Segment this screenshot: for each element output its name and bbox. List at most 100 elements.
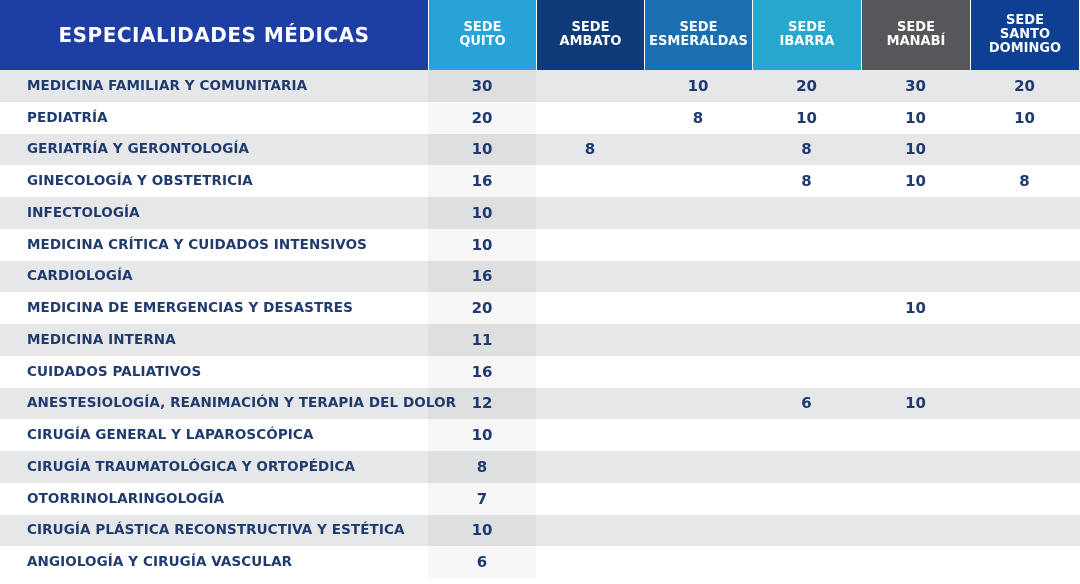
vacancy-count: 8	[428, 451, 536, 483]
table-row: MEDICINA FAMILIAR Y COMUNITARIA 30 10 20 30 2…	[0, 70, 1080, 102]
vacancy-count: 8	[1019, 172, 1030, 191]
vacancy-count	[644, 451, 752, 483]
vacancy-count	[536, 515, 644, 547]
vacancy-count: 20	[428, 292, 536, 324]
table-row: MEDICINA CRÍTICA Y CUIDADOS INTENSIVOS 10	[0, 228, 1080, 261]
specialty-name: OTORRINOLARINGOLOGÍA	[27, 490, 225, 507]
vacancy-count	[752, 451, 861, 483]
vacancy-count: 6	[801, 394, 812, 413]
vacancy-count	[752, 324, 861, 356]
table-row: INFECTOLOGÍA 10	[0, 197, 1080, 229]
sede-manabi-label: SEDE MANABÍ	[886, 20, 946, 49]
vacancy-count: 20	[796, 76, 817, 95]
vacancy-count: 12	[428, 388, 536, 420]
vacancy-count	[644, 229, 752, 261]
vacancy-count: 8	[692, 108, 704, 127]
vacancy-count	[644, 292, 752, 324]
specialty-name: CIRUGÍA GENERAL Y LAPAROSCÓPICA	[27, 427, 314, 444]
vacancy-count	[752, 197, 861, 229]
sede-esmeraldas-label: SEDE ESMERALDAS	[649, 20, 748, 49]
table-row: GINECOLOGÍA Y OBSTETRICIA 16 8 10 8	[0, 165, 1080, 197]
vacancy-count: 7	[428, 483, 536, 515]
specialty-name: INFECTOLOGÍA	[27, 204, 140, 221]
header-sede-ambato: SEDE AMBATO	[536, 0, 644, 70]
vacancy-count	[861, 546, 970, 578]
vacancy-count: 10	[905, 108, 926, 127]
vacancy-count	[861, 356, 970, 388]
vacancy-count	[536, 419, 644, 451]
vacancy-count	[861, 229, 970, 261]
header-sede-santo-domingo: SEDE SANTO DOMINGO	[970, 0, 1079, 70]
vacancy-count	[536, 165, 644, 197]
vacancy-count	[644, 356, 752, 388]
specialty-name: MEDICINA CRÍTICA Y CUIDADOS INTENSIVOS	[27, 236, 368, 253]
vacancy-count: 10	[428, 229, 536, 261]
sede-ibarra-label: SEDE IBARRA	[779, 20, 835, 49]
table-body: MEDICINA FAMILIAR Y COMUNITARIA 30 10 20 30 2…	[0, 70, 1080, 578]
vacancy-count: 30	[905, 76, 926, 95]
vacancy-count: 20	[428, 102, 536, 134]
vacancy-count	[861, 261, 970, 293]
vacancy-count	[970, 229, 1079, 261]
vacancy-count	[861, 515, 970, 547]
vacancy-count	[861, 419, 970, 451]
vacancy-count	[752, 546, 861, 578]
vacancy-count	[970, 261, 1079, 293]
vacancy-count	[644, 483, 752, 515]
vacancy-count: 16	[428, 261, 536, 293]
specialty-name: ANGIOLOGÍA Y CIRUGÍA VASCULAR	[27, 554, 293, 571]
vacancy-count: 10	[428, 515, 536, 547]
header-sede-esmeraldas: SEDE ESMERALDAS	[644, 0, 752, 70]
vacancy-count: 16	[428, 165, 536, 197]
vacancy-count	[970, 197, 1079, 229]
vacancy-count: 10	[796, 108, 817, 127]
sede-quito-label: SEDE QUITO	[459, 20, 506, 49]
vacancy-count	[536, 546, 644, 578]
vacancy-count	[752, 356, 861, 388]
header-sede-ibarra: SEDE IBARRA	[752, 0, 861, 70]
vacancy-count	[536, 261, 644, 293]
vacancy-count	[970, 483, 1079, 515]
vacancy-count: 10	[428, 134, 536, 166]
table-row: CIRUGÍA PLÁSTICA RECONSTRUCTIVA Y ESTÉTI…	[0, 514, 1080, 547]
specialty-name: MEDICINA FAMILIAR Y COMUNITARIA	[27, 77, 308, 94]
specialty-name: ANESTESIOLOGÍA, REANIMACIÓN Y TERAPIA DE…	[27, 395, 457, 412]
vacancy-count	[752, 483, 861, 515]
vacancy-count: 11	[428, 324, 536, 356]
vacancy-count	[752, 261, 861, 293]
vacancy-count: 8	[801, 172, 812, 191]
vacancy-count	[644, 324, 752, 356]
specialties-title: ESPECIALIDADES MÉDICAS	[58, 23, 370, 47]
vacancy-count	[536, 451, 644, 483]
vacancy-count: 10	[905, 140, 926, 159]
header-sede-quito: SEDE QUITO	[428, 0, 536, 70]
vacancy-count: 10	[687, 76, 709, 95]
vacancy-count: 10	[905, 172, 926, 191]
vacancy-count	[644, 515, 752, 547]
specialty-name: PEDIATRÍA	[27, 109, 108, 126]
vacancy-count: 6	[428, 546, 536, 578]
vacancy-count	[536, 102, 644, 134]
vacancy-count	[536, 324, 644, 356]
specialty-name: CIRUGÍA PLÁSTICA RECONSTRUCTIVA Y ESTÉTI…	[27, 522, 405, 539]
table-row: OTORRINOLARINGOLOGÍA 7	[0, 482, 1080, 515]
vacancy-count	[970, 419, 1079, 451]
table-row: GERIATRÍA Y GERONTOLOGÍA 10 8 8 10	[0, 133, 1080, 166]
vacancy-count: 10	[1014, 108, 1035, 127]
vacancy-count	[644, 546, 752, 578]
vacancy-count: 16	[428, 356, 536, 388]
vacancy-count	[536, 70, 644, 102]
table-header: ESPECIALIDADES MÉDICAS SEDE QUITO SEDE A…	[0, 0, 1080, 70]
specialty-name: MEDICINA DE EMERGENCIAS Y DESASTRES	[27, 300, 353, 317]
specialty-name: CUIDADOS PALIATIVOS	[27, 363, 202, 380]
table-row: MEDICINA DE EMERGENCIAS Y DESASTRES 20 10	[0, 292, 1080, 324]
specialty-name: CIRUGÍA TRAUMATOLÓGICA Y ORTOPÉDICA	[27, 458, 356, 475]
vacancy-count	[970, 451, 1079, 483]
vacancy-count	[752, 515, 861, 547]
specialties-header: ESPECIALIDADES MÉDICAS	[0, 0, 428, 70]
vacancy-count	[752, 419, 861, 451]
vacancy-count	[752, 229, 861, 261]
vacancy-count	[644, 197, 752, 229]
vacancy-count: 20	[1014, 76, 1035, 95]
